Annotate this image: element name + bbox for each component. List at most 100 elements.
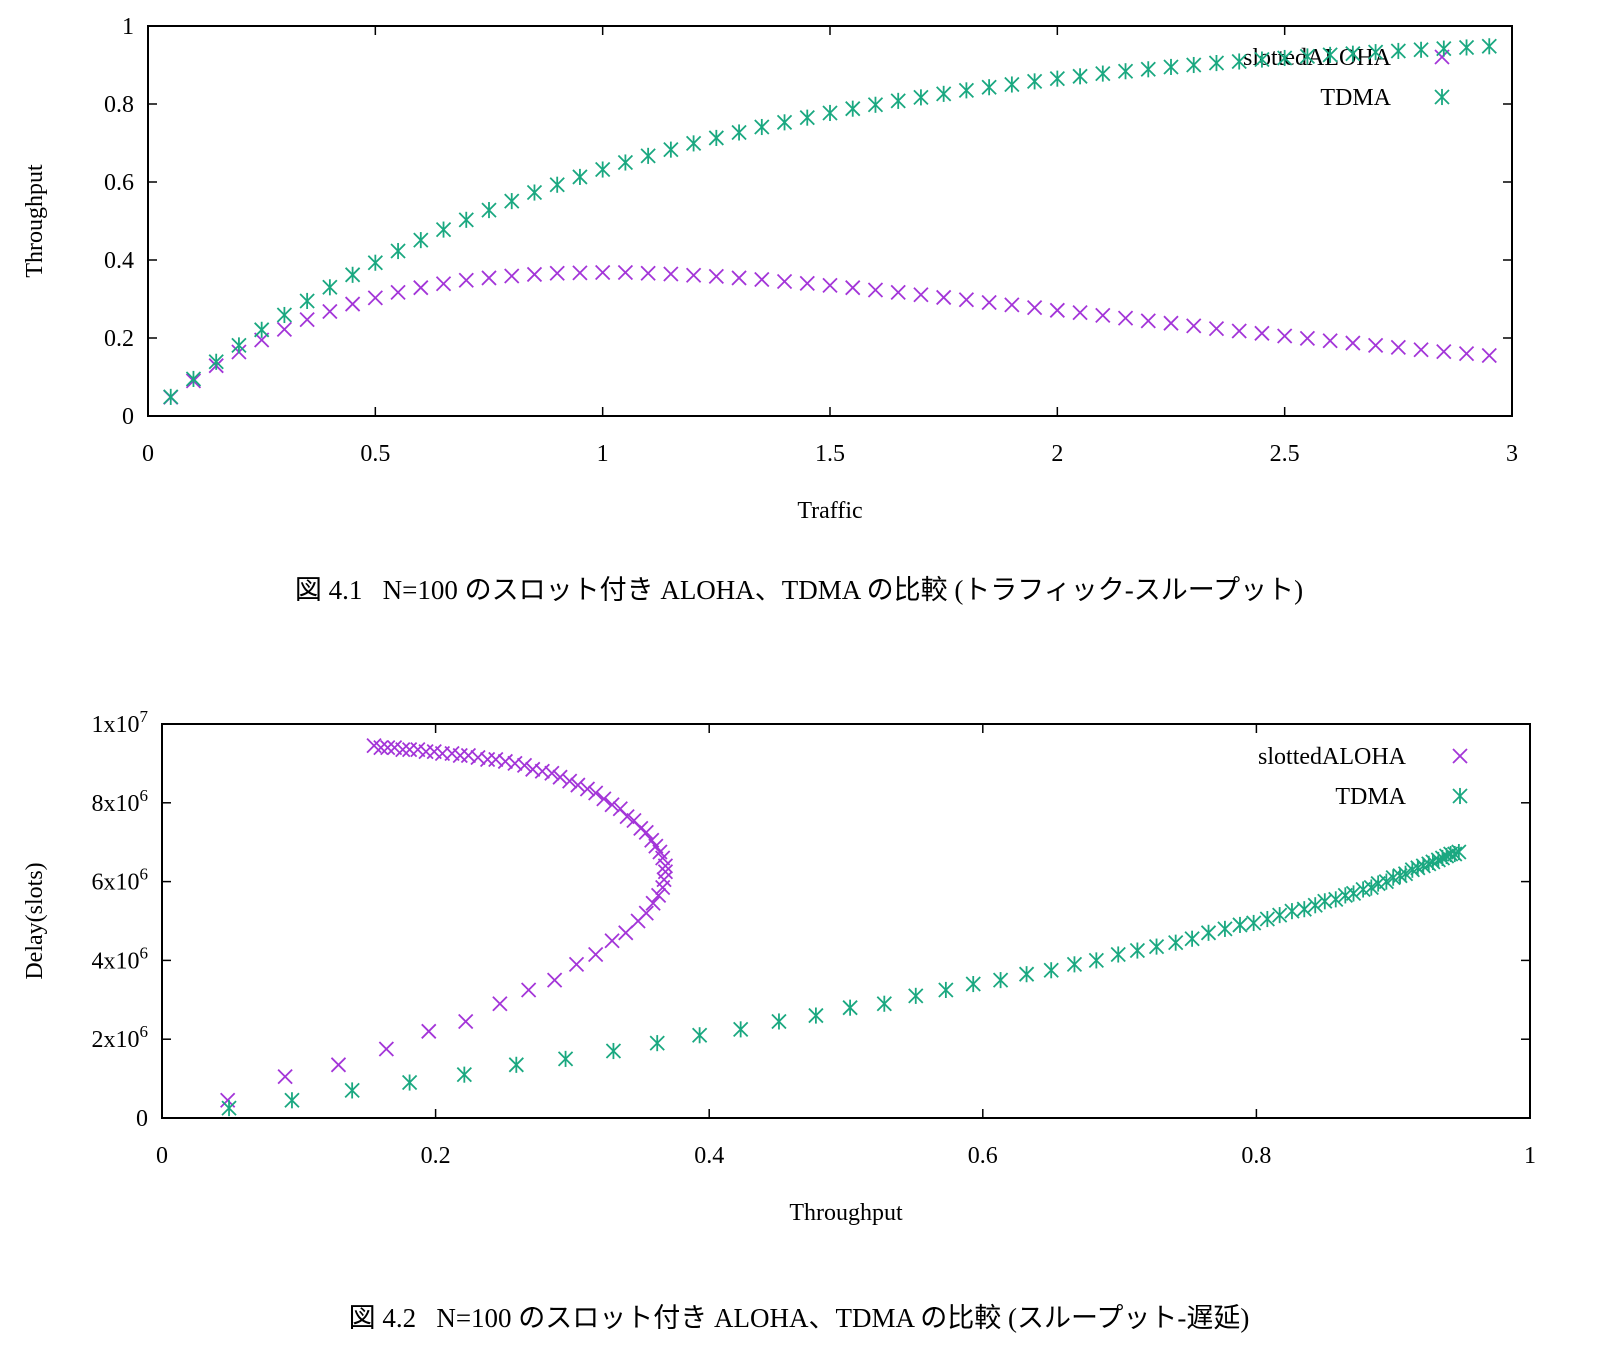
data-point xyxy=(1458,345,1475,362)
data-point xyxy=(284,1092,300,1109)
data-point xyxy=(1345,45,1361,62)
data-point xyxy=(1018,966,1035,983)
data-point xyxy=(1072,305,1088,321)
data-point xyxy=(1322,46,1338,63)
data-point xyxy=(604,797,620,813)
data-point xyxy=(221,1100,237,1117)
data-point xyxy=(1208,321,1225,337)
data-point xyxy=(401,1074,418,1091)
data-point xyxy=(1217,920,1233,937)
data-point xyxy=(1168,934,1184,951)
y-tick-label: 1x107 xyxy=(92,707,149,738)
data-point xyxy=(1140,313,1156,329)
data-point xyxy=(1129,942,1146,959)
data-point xyxy=(479,751,496,768)
data-point xyxy=(645,895,661,911)
data-point xyxy=(867,282,884,298)
data-point xyxy=(1390,42,1406,60)
data-point xyxy=(649,1035,665,1052)
figure-4-2-chart: 0 0.2 0.4 0.6 0.8 1 0 2x106 4x106 6x106 8x106 1x107… xyxy=(0,706,1598,1251)
figure-4-1-label: 図 4.1 xyxy=(294,575,363,605)
data-point xyxy=(1026,73,1043,90)
data-point xyxy=(413,280,429,296)
data-point xyxy=(936,289,952,306)
data-point xyxy=(1367,337,1384,354)
data-point xyxy=(731,124,747,141)
data-point xyxy=(1148,938,1165,955)
data-point xyxy=(1072,68,1088,85)
data-point xyxy=(344,266,361,283)
x-tick-label: 1 xyxy=(1524,1143,1536,1169)
data-point xyxy=(1367,44,1384,61)
data-point xyxy=(1208,55,1225,72)
series-slottedaloha xyxy=(220,738,674,1108)
data-point xyxy=(981,294,997,311)
data-point xyxy=(1095,307,1111,324)
legend-marker-slottedaloha xyxy=(1452,748,1468,764)
data-point xyxy=(390,242,406,260)
data-point xyxy=(1232,916,1248,933)
x-tick-label: 0 xyxy=(142,441,154,467)
x-tick-label: 3 xyxy=(1506,441,1518,467)
data-point xyxy=(708,268,724,285)
traffic-throughput-plot: 0 0.5 1 1.5 2 2.5 3 0 0.2 0.4 0.6 0.8 1 Traffic Throug… xyxy=(22,14,1518,524)
data-point xyxy=(617,264,634,281)
data-point xyxy=(470,749,486,766)
data-point xyxy=(570,777,586,793)
data-point xyxy=(650,887,667,904)
data-point xyxy=(413,232,429,249)
data-point xyxy=(908,987,924,1004)
x-tick-label: 2 xyxy=(1051,441,1063,467)
data-point xyxy=(708,129,724,146)
x-tick-label: 0.8 xyxy=(1241,1143,1271,1169)
x-tick-label: 0 xyxy=(156,1143,168,1169)
y-tick-label: 2x106 xyxy=(92,1022,149,1053)
data-point xyxy=(612,801,628,817)
data-point xyxy=(638,905,654,921)
data-point xyxy=(492,996,508,1012)
data-point xyxy=(1322,333,1338,349)
data-point xyxy=(1451,844,1467,861)
data-point xyxy=(367,254,383,271)
data-point xyxy=(588,946,604,963)
data-point xyxy=(231,337,247,354)
data-point xyxy=(936,85,952,102)
data-point xyxy=(1004,76,1020,93)
data-point xyxy=(913,287,929,303)
data-point xyxy=(890,284,906,301)
data-point xyxy=(618,925,634,941)
legend-label-slottedaloha: slottedALOHA xyxy=(1258,744,1407,770)
figure-4-1-caption-text: N=100 のスロット付き ALOHA、TDMA の比較 (トラフィック-スルー… xyxy=(382,575,1304,605)
data-point xyxy=(458,272,474,288)
data-point xyxy=(546,972,563,988)
data-point xyxy=(595,264,611,281)
data-point xyxy=(366,738,382,754)
data-point xyxy=(1277,328,1293,344)
data-point xyxy=(595,161,611,178)
data-point xyxy=(845,100,861,117)
data-point xyxy=(1345,335,1361,351)
data-point xyxy=(1363,879,1379,896)
data-point xyxy=(1277,49,1293,67)
data-point xyxy=(276,306,293,324)
data-point xyxy=(754,271,770,288)
data-point xyxy=(604,933,620,949)
data-point xyxy=(731,270,747,286)
y-tick-label: 0.4 xyxy=(104,248,134,274)
data-point xyxy=(685,135,702,152)
data-point xyxy=(572,265,588,281)
data-point xyxy=(549,176,565,193)
data-point xyxy=(421,1023,437,1039)
data-point xyxy=(1299,48,1316,65)
data-point xyxy=(525,761,541,777)
data-point xyxy=(1043,962,1059,979)
x-tick-label: 0.4 xyxy=(694,1143,724,1169)
data-point xyxy=(1481,38,1497,55)
x-tick-label: 0.2 xyxy=(421,1143,451,1169)
data-point xyxy=(822,277,838,293)
data-point xyxy=(1436,40,1452,57)
data-point xyxy=(605,1042,622,1060)
data-point xyxy=(640,147,656,164)
data-point xyxy=(380,740,396,756)
data-point xyxy=(344,296,361,312)
